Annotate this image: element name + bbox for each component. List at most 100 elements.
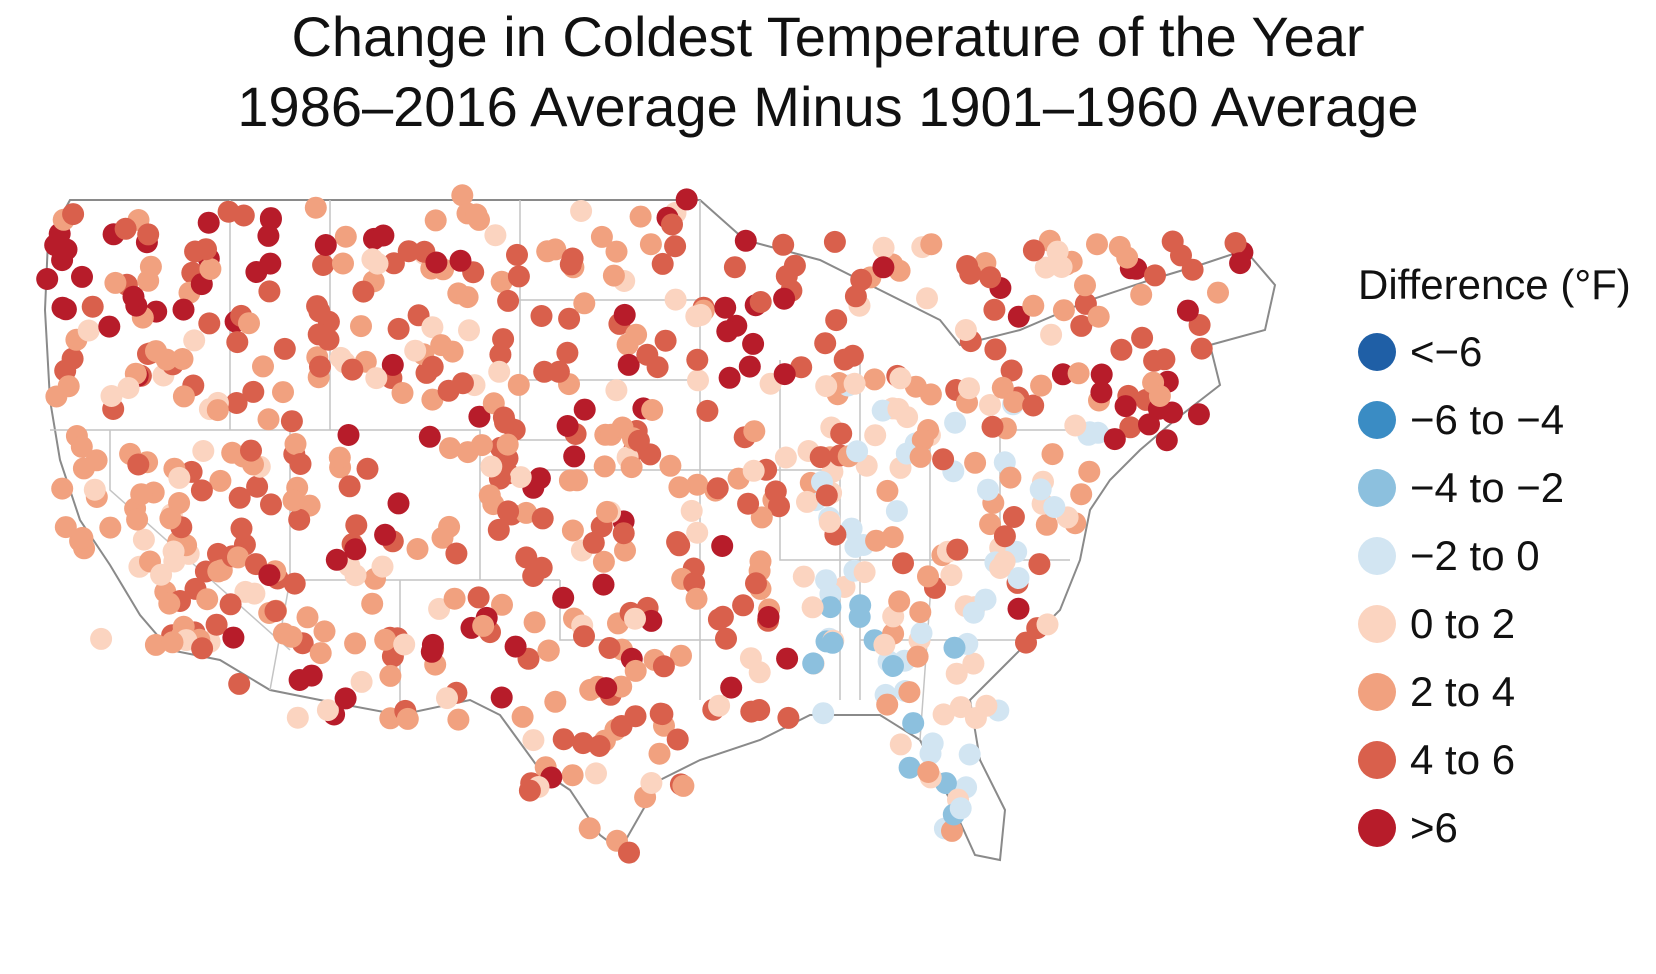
station-marker [685, 305, 708, 328]
station-marker [345, 514, 368, 537]
station-marker [792, 565, 815, 588]
station-marker [518, 779, 541, 802]
station-marker [958, 743, 981, 766]
station-marker [777, 706, 800, 729]
station-marker [1078, 460, 1101, 483]
station-marker [421, 355, 444, 378]
station-marker [651, 252, 674, 275]
station-marker [672, 774, 695, 797]
station-marker [720, 676, 743, 699]
station-marker [451, 372, 474, 395]
station-marker [406, 538, 429, 560]
legend-swatch [1358, 469, 1396, 507]
station-marker [313, 620, 336, 643]
station-marker [196, 588, 219, 611]
station-marker [98, 315, 121, 338]
station-marker [183, 329, 206, 352]
station-marker [889, 367, 912, 390]
station-marker [668, 476, 691, 499]
station-marker [374, 523, 397, 546]
legend-title: Difference (°F) [1358, 261, 1631, 308]
station-marker [590, 225, 613, 248]
station-marker [946, 538, 969, 561]
station-marker [979, 513, 1002, 536]
station-marker [909, 601, 932, 624]
station-marker [1022, 294, 1045, 317]
station-marker [964, 707, 987, 729]
station-marker [199, 258, 222, 280]
legend-label: <−6 [1410, 328, 1483, 375]
station-marker [1022, 239, 1045, 262]
station-marker [748, 699, 771, 721]
station-marker [361, 592, 384, 615]
station-marker [81, 295, 104, 318]
station-marker [843, 372, 866, 395]
station-marker [458, 319, 480, 342]
station-marker [696, 399, 719, 422]
station-marker [1051, 363, 1074, 386]
station-marker [582, 531, 605, 554]
station-marker [685, 587, 708, 610]
station-marker [496, 433, 519, 456]
station-marker [1003, 391, 1026, 414]
station-marker [387, 317, 410, 340]
station-marker [1187, 403, 1210, 426]
legend-label: −4 to −2 [1410, 464, 1565, 511]
station-marker [825, 309, 848, 332]
station-marker [264, 600, 287, 623]
station-marker [365, 367, 388, 390]
station-marker [707, 608, 730, 631]
station-marker [993, 550, 1016, 573]
station-marker [1161, 230, 1184, 253]
station-marker [465, 203, 488, 226]
station-marker [732, 594, 755, 617]
station-marker [397, 240, 420, 263]
legend-item: −6 to −4 [1358, 386, 1631, 454]
station-marker [585, 762, 607, 785]
station-marker [624, 607, 646, 630]
station-marker [488, 360, 511, 383]
station-marker [578, 817, 601, 840]
legend-swatch [1358, 401, 1396, 439]
station-marker [83, 478, 106, 501]
station-marker [418, 425, 441, 448]
station-marker [507, 373, 530, 396]
station-marker [494, 411, 516, 434]
station-marker [833, 348, 856, 371]
station-marker [783, 254, 806, 277]
station-marker [821, 631, 844, 654]
station-marker [853, 561, 876, 584]
station-marker [906, 645, 929, 668]
station-marker [940, 564, 963, 587]
station-marker [917, 565, 939, 588]
legend-swatch [1358, 741, 1396, 779]
station-marker [757, 606, 780, 628]
station-marker [1130, 283, 1153, 306]
station-marker [1035, 513, 1058, 536]
station-marker [844, 285, 867, 308]
station-marker [864, 424, 887, 447]
station-marker [954, 319, 977, 341]
station-marker [687, 369, 709, 392]
station-marker [943, 636, 966, 659]
station-marker [372, 224, 395, 247]
station-marker [260, 493, 282, 516]
station-marker [62, 203, 85, 226]
station-marker [1144, 264, 1166, 287]
station-marker [341, 358, 364, 381]
station-marker [90, 627, 113, 650]
station-marker [814, 332, 837, 355]
station-marker [296, 606, 319, 629]
station-marker [773, 287, 796, 310]
station-marker [654, 329, 677, 352]
station-marker [126, 508, 149, 531]
station-marker [221, 441, 244, 464]
station-marker [381, 353, 404, 376]
station-marker [873, 633, 896, 656]
station-marker [1087, 305, 1110, 328]
station-marker [686, 348, 709, 371]
station-marker [1036, 613, 1059, 636]
station-marker [686, 521, 709, 544]
station-marker [796, 490, 818, 513]
station-marker [920, 233, 943, 256]
